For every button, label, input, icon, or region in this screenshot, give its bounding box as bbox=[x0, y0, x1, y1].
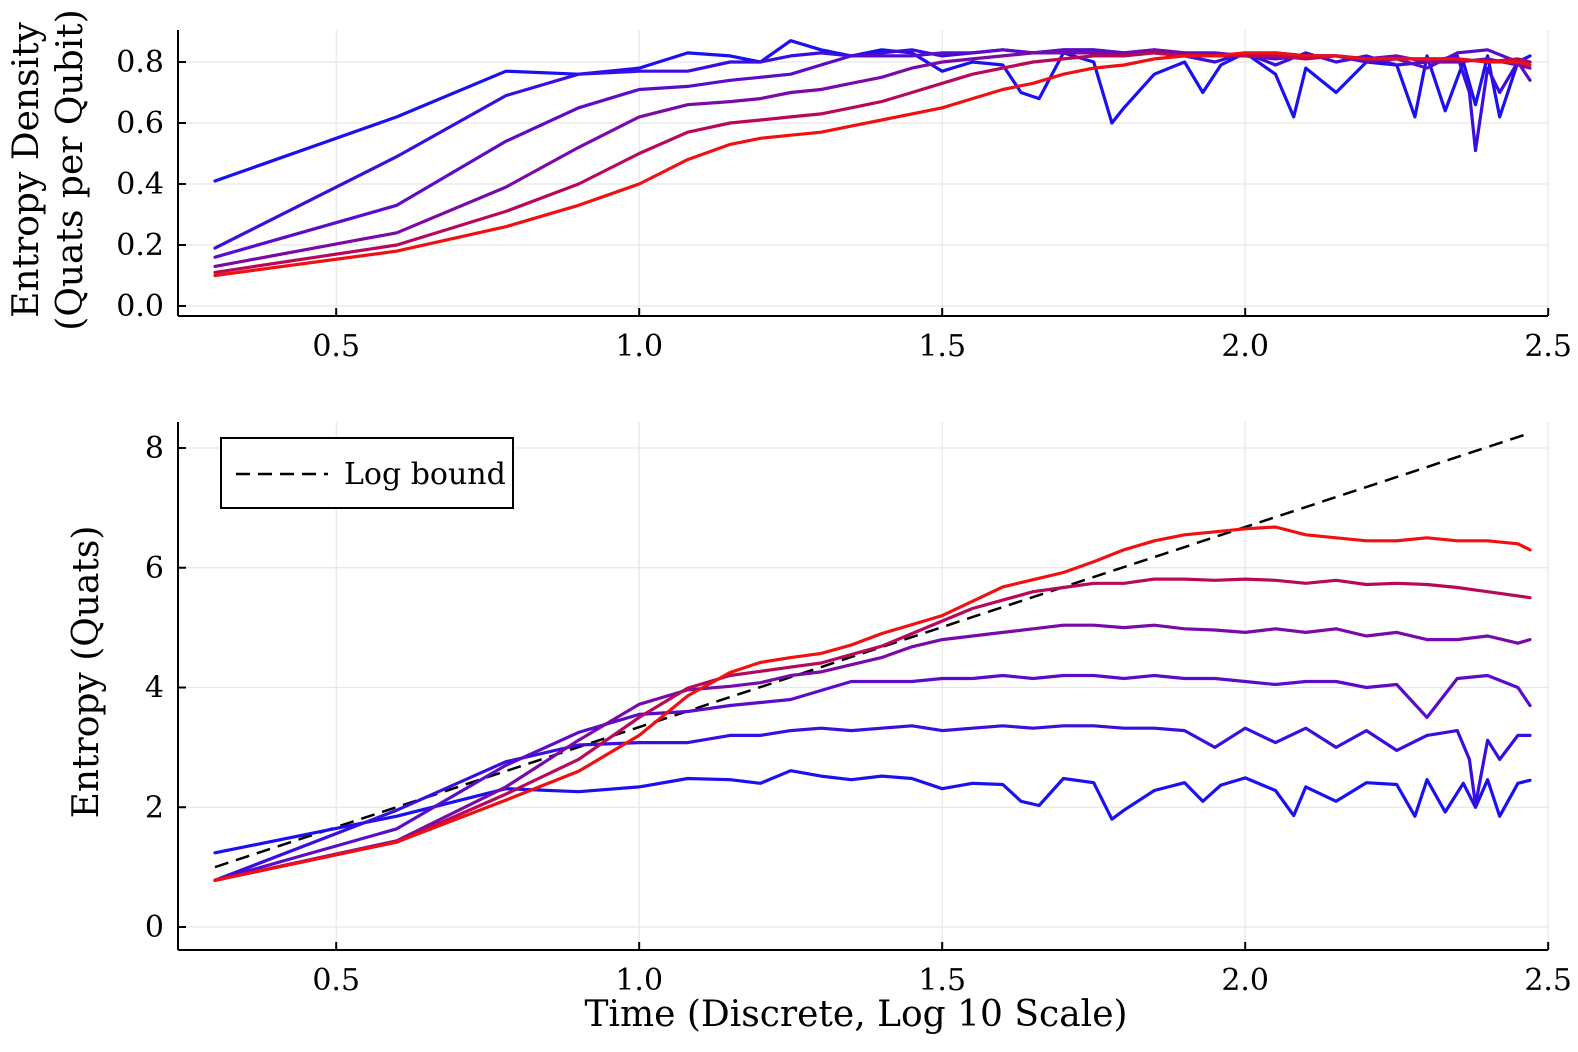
bottom-series-l2 bbox=[213, 724, 1532, 882]
top-xtick-label-0: 0.5 bbox=[312, 329, 360, 364]
bottom-ytick-label-0: 0 bbox=[145, 910, 164, 945]
bottom-panel: 0.5 1.0 1.5 2.0 2.5 0 2 4 6 8 Entropy (Quats) Tim… bbox=[66, 422, 1572, 1035]
top-series-l6 bbox=[213, 51, 1532, 278]
top-ylabel-line2: (Quats per Qubit) bbox=[50, 9, 91, 330]
bottom-xtick-label-4: 2.5 bbox=[1524, 963, 1572, 998]
top-tick-labels: 0.5 1.0 1.5 2.0 2.5 0.0 0.2 0.4 0.6 0.8 bbox=[116, 45, 1572, 364]
top-ytick-label-4: 0.8 bbox=[116, 45, 164, 80]
bottom-xlabel: Time (Discrete, Log 10 Scale) bbox=[584, 994, 1127, 1035]
top-ytick-label-1: 0.2 bbox=[116, 228, 164, 263]
bottom-xtick-label-3: 2.0 bbox=[1221, 963, 1269, 998]
legend: Log bound bbox=[220, 437, 514, 509]
bottom-ylabel: Entropy (Quats) bbox=[66, 526, 107, 819]
bottom-series-l4 bbox=[213, 623, 1532, 882]
bottom-ytick-label-1: 2 bbox=[145, 790, 164, 825]
bottom-ytick-label-3: 6 bbox=[145, 551, 164, 586]
top-ytick-label-2: 0.4 bbox=[116, 167, 164, 202]
legend-label-log-bound: Log bound bbox=[344, 457, 506, 492]
bottom-tick-labels: 0.5 1.0 1.5 2.0 2.5 0 2 4 6 8 bbox=[145, 431, 1572, 998]
top-xtick-label-4: 2.5 bbox=[1524, 329, 1572, 364]
top-panel: 0.5 1.0 1.5 2.0 2.5 0.0 0.2 0.4 0.6 0.8 Entropy D… bbox=[6, 9, 1572, 364]
top-axes bbox=[177, 30, 1550, 317]
bottom-xtick-label-1: 1.0 bbox=[615, 963, 663, 998]
top-ytick-label-0: 0.0 bbox=[116, 289, 164, 324]
top-xtick-label-3: 2.0 bbox=[1221, 329, 1269, 364]
bottom-ytick-label-2: 4 bbox=[145, 671, 164, 706]
top-xtick-label-1: 1.0 bbox=[615, 329, 663, 364]
bottom-axes bbox=[177, 422, 1550, 951]
top-ytick-label-3: 0.6 bbox=[116, 106, 164, 141]
bottom-series-l3 bbox=[213, 673, 1532, 882]
top-xtick-label-2: 1.5 bbox=[918, 329, 966, 364]
bottom-xtick-label-0: 0.5 bbox=[312, 963, 360, 998]
bottom-series-l1 bbox=[213, 769, 1532, 855]
top-series-group bbox=[213, 39, 1532, 278]
bottom-series-l6 bbox=[213, 525, 1532, 882]
bottom-series-l5 bbox=[213, 577, 1532, 882]
bottom-xtick-label-2: 1.5 bbox=[918, 963, 966, 998]
bottom-ytick-label-4: 8 bbox=[145, 431, 164, 466]
bottom-series-group bbox=[213, 431, 1532, 882]
top-ylabel-line1: Entropy Density bbox=[6, 21, 47, 317]
